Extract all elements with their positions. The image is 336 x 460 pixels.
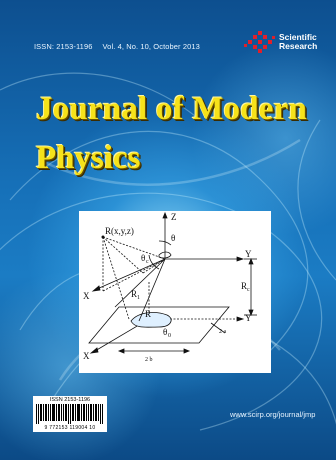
- publisher-line2: Research: [279, 41, 318, 51]
- label-x-axis-lower: X: [83, 351, 90, 361]
- barcode-bars-icon: [36, 404, 103, 424]
- publisher-brand: Scientific Research: [244, 30, 326, 56]
- publisher-line1: Scientific: [279, 32, 317, 42]
- label-r1: R: [131, 289, 137, 299]
- barcode: ISSN 2153-1196 9 772153 119004 10: [33, 396, 107, 432]
- journal-website: www.scirp.org/journal/jmp: [230, 410, 316, 419]
- label-dim-2a: 2 a: [219, 329, 227, 335]
- label-z-axis: Z: [171, 212, 177, 222]
- label-theta-0: θ: [163, 327, 167, 337]
- label-rc: R: [241, 281, 247, 291]
- issn-text: ISSN: 2153-1196: [34, 42, 93, 51]
- label-y-axis-upper: Y: [245, 249, 252, 259]
- label-rc-sub: c: [247, 287, 250, 293]
- publisher-name: Scientific Research: [279, 33, 317, 51]
- issue-info: ISSN: 2153-1196 Vol. 4, No. 10, October 2…: [34, 42, 210, 51]
- label-theta: θ: [171, 233, 175, 243]
- label-y-axis-lower: Y: [245, 313, 252, 323]
- geometry-diagram: R(x,y,z) Z θ θ c Y X R 1 R c R θ 0 Y 2 a…: [83, 211, 257, 363]
- label-r1-sub: 1: [137, 295, 140, 301]
- label-dim-2b: 2 b: [145, 357, 153, 363]
- label-x-axis-upper: X: [83, 291, 90, 301]
- volume-text: Vol. 4, No. 10, October 2013: [102, 42, 200, 51]
- cover-figure: R(x,y,z) Z θ θ c Y X R 1 R c R θ 0 Y 2 a…: [79, 211, 271, 373]
- label-theta-0-sub: 0: [168, 333, 171, 339]
- label-r-lower: R: [145, 309, 151, 319]
- publisher-logo-icon: [244, 31, 275, 53]
- label-theta-c-sub: c: [146, 259, 149, 265]
- barcode-number: 9 772153 119004 10: [44, 425, 96, 431]
- journal-title-line1: Journal of Modern: [36, 91, 308, 127]
- journal-title-line2: Physics: [36, 140, 141, 176]
- label-theta-c: θ: [141, 253, 145, 263]
- label-r-point: R(x,y,z): [105, 226, 134, 236]
- barcode-issn: ISSN 2153-1196: [49, 397, 91, 403]
